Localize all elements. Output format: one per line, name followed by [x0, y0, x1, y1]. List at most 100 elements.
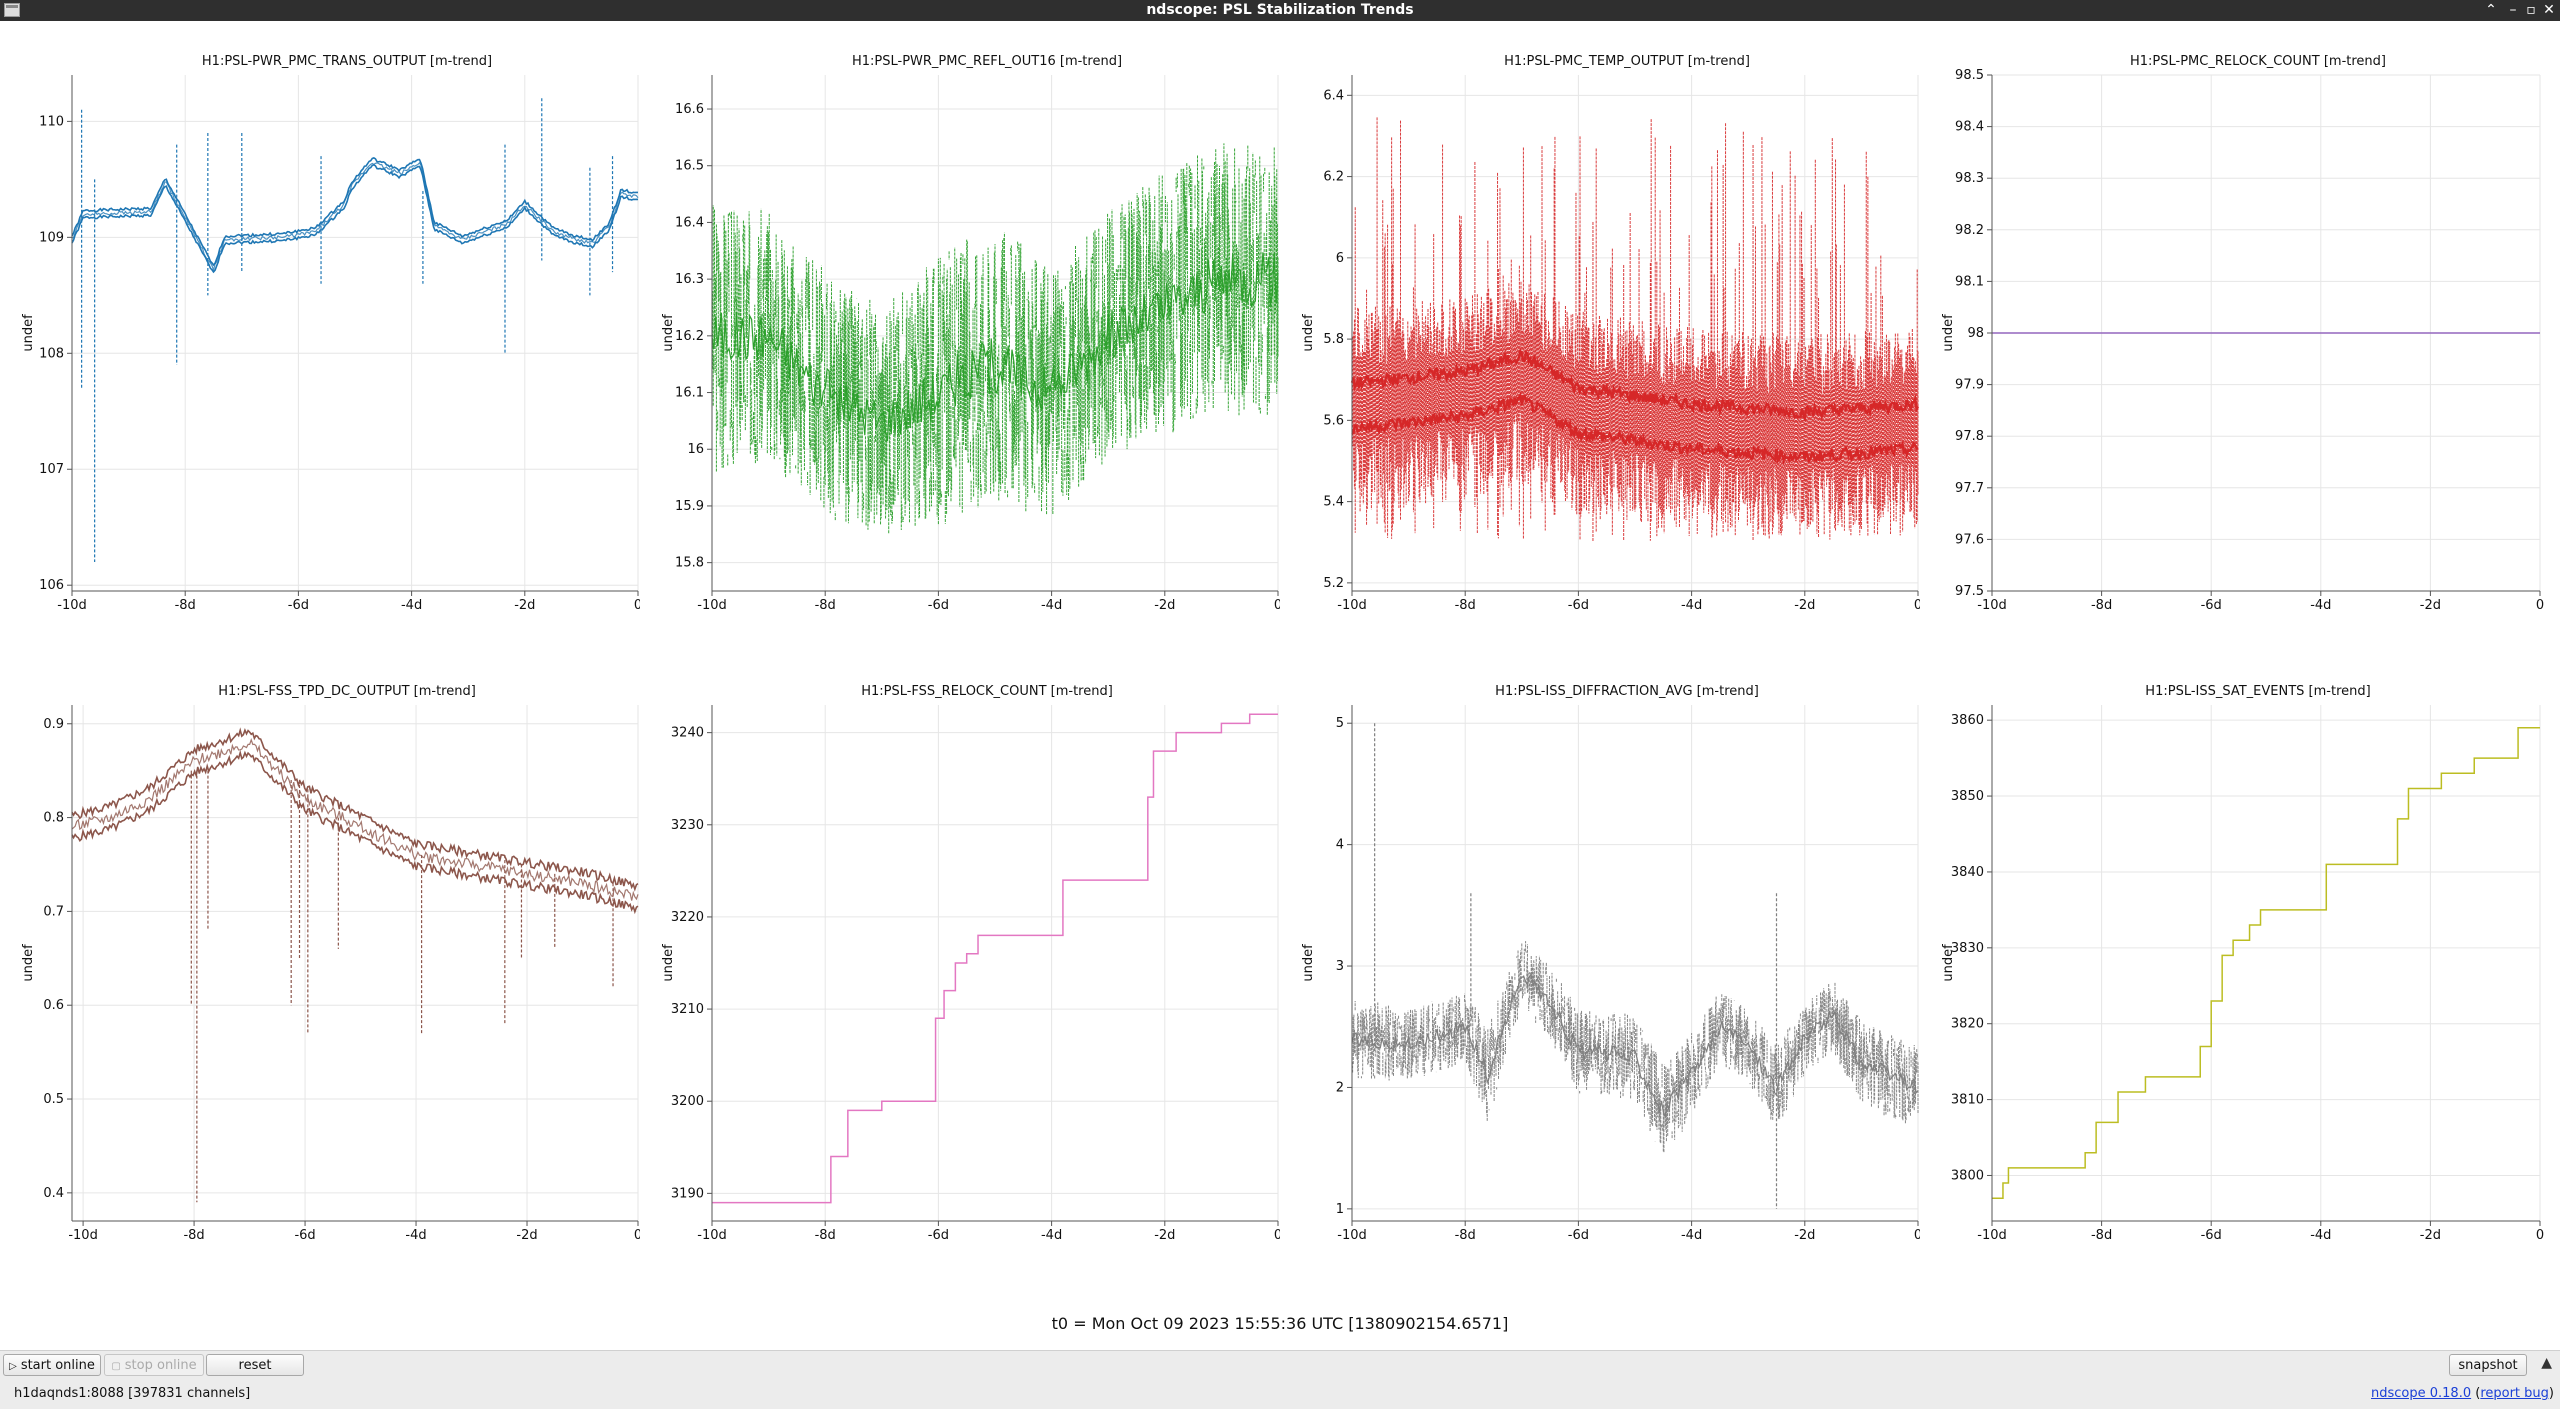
y-tick-label: 16.4 [675, 215, 704, 230]
chart-title: H1:PSL-PWR_PMC_TRANS_OUTPUT [m-trend] [202, 54, 492, 69]
snapshot-button[interactable]: snapshot [2449, 1354, 2527, 1376]
plot-fss-relock[interactable]: H1:PSL-FSS_RELOCK_COUNT [m-trend] undef 31… [640, 651, 1280, 1281]
y-tick-label: 3240 [671, 726, 704, 741]
x-tick-label: -2d [514, 598, 535, 613]
chart-6: H1:PSL-ISS_DIFFRACTION_AVG [m-trend] unde… [1301, 684, 1920, 1243]
series-mean-line [711, 252, 1279, 442]
x-tick-label: -10d [1977, 598, 2007, 613]
plot-fss-tpd-svg[interactable]: H1:PSL-FSS_TPD_DC_OUTPUT [m-trend] undef 0… [0, 651, 640, 1281]
chart-title: H1:PSL-ISS_SAT_EVENTS [m-trend] [2145, 684, 2370, 699]
y-tick-label: 2 [1336, 1080, 1344, 1095]
y-tick-label: 4 [1336, 838, 1344, 853]
plot-iss-sat-svg[interactable]: H1:PSL-ISS_SAT_EVENTS [m-trend] undef 3800… [1920, 651, 2560, 1281]
chart-2: H1:PSL-PMC_TEMP_OUTPUT [m-trend] undef 5.2… [1301, 54, 1920, 613]
plot-pmc-temp[interactable]: H1:PSL-PMC_TEMP_OUTPUT [m-trend] undef 5.2… [1280, 21, 1920, 651]
x-tick-label: -10d [1977, 1228, 2007, 1243]
x-tick-label: -4d [2310, 1228, 2331, 1243]
x-tick-label: -10d [697, 598, 727, 613]
chart-title: H1:PSL-FSS_TPD_DC_OUTPUT [m-trend] [218, 684, 476, 699]
plot-pmc-relock[interactable]: H1:PSL-PMC_RELOCK_COUNT [m-trend] undef 97… [1920, 21, 2560, 651]
y-tick-label: 5.2 [1323, 576, 1344, 591]
x-tick-label: -4d [1041, 1228, 1062, 1243]
plot-fss-tpd[interactable]: H1:PSL-FSS_TPD_DC_OUTPUT [m-trend] undef 0… [0, 651, 640, 1281]
x-tick-label: -6d [928, 1228, 949, 1243]
window-maximize-icon[interactable]: ▫ [2526, 2, 2536, 18]
y-tick-label: 3800 [1951, 1168, 1984, 1183]
x-tick-label: 0 [2536, 1228, 2544, 1243]
plot-pmc-relock-svg[interactable]: H1:PSL-PMC_RELOCK_COUNT [m-trend] undef 97… [1920, 21, 2560, 651]
chart-7: H1:PSL-ISS_SAT_EVENTS [m-trend] undef 3800… [1941, 684, 2544, 1243]
y-tick-label: 3840 [1951, 865, 1984, 880]
stop-icon: ▢ [111, 1361, 121, 1372]
chart-4: H1:PSL-FSS_TPD_DC_OUTPUT [m-trend] undef 0… [21, 684, 640, 1243]
x-tick-label: -8d [815, 1228, 836, 1243]
status-bar: h1daqnds1:8088 [397831 channels] ndscope… [0, 1379, 2560, 1409]
x-tick-label: -10d [57, 598, 87, 613]
x-tick-label: -6d [928, 598, 949, 613]
window-title: ndscope: PSL Stabilization Trends [1146, 2, 1414, 18]
reset-button[interactable]: reset [206, 1354, 304, 1376]
window-collapse-icon[interactable]: ⌃ [2485, 2, 2497, 18]
plot-pmc-refl-svg[interactable]: H1:PSL-PWR_PMC_REFL_OUT16 [m-trend] undef… [640, 21, 1280, 651]
panel-toggle-icon[interactable]: ▲ [2541, 1355, 2552, 1371]
plot-iss-sat[interactable]: H1:PSL-ISS_SAT_EVENTS [m-trend] undef 3800… [1920, 651, 2560, 1281]
y-tick-label: 1 [1336, 1202, 1344, 1217]
series-upper-line [71, 727, 639, 892]
x-tick-label: -2d [1794, 1228, 1815, 1243]
y-axis-label: undef [1301, 314, 1316, 352]
y-axis-label: undef [21, 314, 36, 352]
plot-fss-relock-svg[interactable]: H1:PSL-FSS_RELOCK_COUNT [m-trend] undef 31… [640, 651, 1280, 1281]
y-axis-label: undef [1301, 944, 1316, 982]
x-tick-label: -2d [1154, 598, 1175, 613]
window-titlebar: ndscope: PSL Stabilization Trends ⌃ – ▫ … [0, 0, 2560, 21]
window-minimize-icon[interactable]: – [2509, 2, 2517, 18]
x-tick-label: 0 [1274, 1228, 1280, 1243]
y-tick-label: 6.4 [1323, 88, 1344, 103]
y-axis-label: undef [661, 944, 676, 982]
y-tick-label: 3 [1336, 959, 1344, 974]
y-tick-label: 16.6 [675, 102, 704, 117]
x-tick-label: -8d [175, 598, 196, 613]
y-tick-label: 5 [1336, 716, 1344, 731]
y-tick-label: 107 [39, 462, 64, 477]
x-tick-label: -4d [2310, 598, 2331, 613]
t0-label: t0 = Mon Oct 09 2023 15:55:36 UTC [13809… [1051, 1314, 1509, 1333]
y-tick-label: 98.2 [1955, 223, 1984, 238]
series-min-line [1351, 391, 1919, 466]
x-tick-label: 0 [1914, 598, 1920, 613]
y-axis-label: undef [21, 944, 36, 982]
series-envelope [711, 143, 1279, 534]
plot-pmc-trans-svg[interactable]: H1:PSL-PWR_PMC_TRANS_OUTPUT [m-trend] und… [0, 21, 640, 651]
y-tick-label: 0.7 [43, 904, 64, 919]
y-tick-label: 97.8 [1955, 429, 1984, 444]
plot-iss-diffraction[interactable]: H1:PSL-ISS_DIFFRACTION_AVG [m-trend] unde… [1280, 651, 1920, 1281]
report-bug-link[interactable]: report bug [2480, 1386, 2549, 1401]
series-lower-line [71, 163, 639, 274]
y-tick-label: 15.9 [675, 499, 704, 514]
plot-iss-diffraction-svg[interactable]: H1:PSL-ISS_DIFFRACTION_AVG [m-trend] unde… [1280, 651, 1920, 1281]
server-status: h1daqnds1:8088 [397831 channels] [14, 1386, 251, 1401]
version-link[interactable]: ndscope 0.18.0 [2371, 1386, 2472, 1401]
x-tick-label: 0 [634, 1228, 640, 1243]
y-tick-label: 15.8 [675, 556, 704, 571]
y-tick-label: 16.5 [675, 159, 704, 174]
x-tick-label: -10d [1337, 598, 1367, 613]
x-tick-label: -2d [516, 1228, 537, 1243]
y-tick-label: 16.3 [675, 272, 704, 287]
y-tick-label: 0.9 [43, 717, 64, 732]
plot-pmc-temp-svg[interactable]: H1:PSL-PMC_TEMP_OUTPUT [m-trend] undef 5.2… [1280, 21, 1920, 651]
y-tick-label: 98 [1967, 326, 1984, 341]
x-tick-label: 0 [1274, 598, 1280, 613]
series-line [1992, 727, 2540, 1199]
y-axis-label: undef [1941, 314, 1956, 352]
y-tick-label: 109 [39, 230, 64, 245]
plot-pmc-refl[interactable]: H1:PSL-PWR_PMC_REFL_OUT16 [m-trend] undef… [640, 21, 1280, 651]
stop-online-button[interactable]: ▢ stop online [104, 1354, 204, 1376]
x-tick-label: -10d [1337, 1228, 1367, 1243]
chart-title: H1:PSL-FSS_RELOCK_COUNT [m-trend] [861, 684, 1113, 699]
start-online-button[interactable]: ▷ start online [3, 1354, 101, 1376]
x-tick-label: -8d [815, 598, 836, 613]
window-close-icon[interactable]: ✕ [2543, 2, 2555, 18]
plot-pmc-trans[interactable]: H1:PSL-PWR_PMC_TRANS_OUTPUT [m-trend] und… [0, 21, 640, 651]
x-tick-label: -2d [1794, 598, 1815, 613]
